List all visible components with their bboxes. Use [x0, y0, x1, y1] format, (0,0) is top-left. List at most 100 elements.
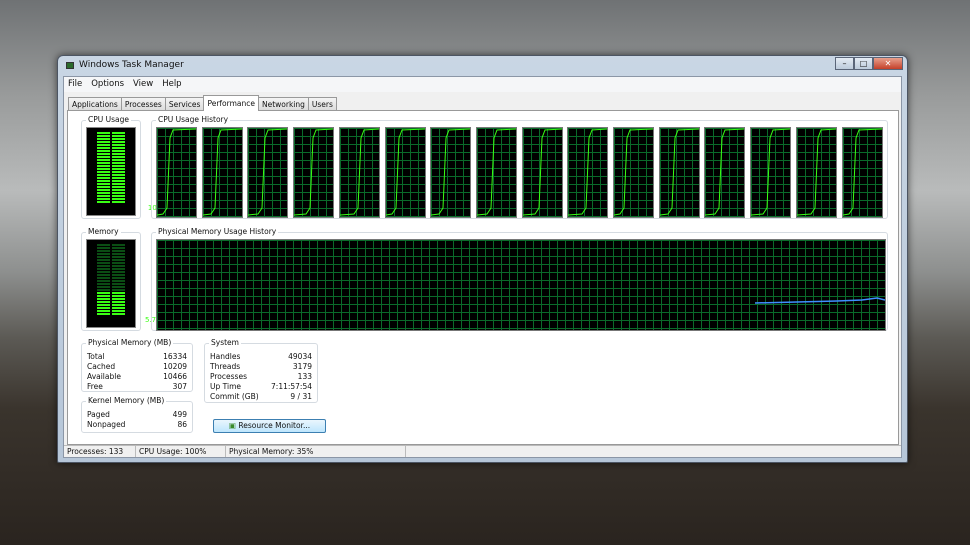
cpu-core-graph — [293, 127, 335, 218]
memory-group: Memory 5.73 GB — [81, 227, 173, 331]
physical-memory-value: 307 — [172, 382, 187, 391]
kernel-memory-row: Nonpaged 86 — [87, 420, 187, 430]
meter-segment — [97, 135, 110, 137]
tab-users[interactable]: Users — [307, 97, 337, 110]
meter-segment — [97, 186, 110, 188]
meter-segment — [97, 153, 110, 155]
cpu-core-line — [751, 128, 791, 216]
meter-segment — [112, 147, 125, 149]
task-manager-icon — [66, 61, 74, 69]
cpu-core-line — [476, 128, 516, 216]
meter-segment — [97, 183, 110, 185]
meter-segment — [112, 195, 125, 197]
cpu-core-graph — [338, 127, 380, 218]
tab-processes[interactable]: Processes — [120, 97, 166, 110]
minimize-button[interactable]: – — [835, 57, 854, 70]
meter-segment — [97, 132, 110, 134]
meter-segment — [112, 301, 125, 303]
meter-segment — [97, 150, 110, 152]
meter-segment — [97, 138, 110, 140]
meter-segment — [112, 286, 125, 288]
meter-segment — [112, 310, 125, 312]
meter-segment — [112, 198, 125, 200]
performance-panel: CPU Usage 100 % CPU Usage History Memory… — [67, 110, 899, 445]
resource-monitor-button[interactable]: ▣ Resource Monitor... — [213, 419, 326, 433]
memory-meter: 5.73 GB — [86, 239, 173, 328]
menu-bar: File Options View Help — [64, 77, 901, 92]
menu-file[interactable]: File — [68, 79, 83, 89]
meter-segment — [112, 153, 125, 155]
cpu-core-graph — [475, 127, 517, 218]
meter-segment — [112, 289, 125, 291]
meter-segment — [97, 295, 110, 297]
physical-memory-value: 10209 — [163, 362, 187, 371]
kernel-memory-value: 499 — [172, 410, 187, 419]
close-button[interactable]: ✕ — [873, 57, 903, 70]
menu-view[interactable]: View — [133, 79, 154, 89]
cpu-core-line — [202, 128, 242, 216]
physical-memory-row: Free 307 — [87, 382, 187, 392]
meter-segment — [112, 274, 125, 276]
meter-segment — [112, 259, 125, 261]
menu-help[interactable]: Help — [162, 79, 182, 89]
meter-segment — [112, 295, 125, 297]
tab-services[interactable]: Services — [164, 97, 205, 110]
meter-segment — [112, 177, 125, 179]
meter-segment — [97, 313, 110, 315]
meter-segment — [97, 250, 110, 252]
cpu-history-label: CPU Usage History — [156, 115, 231, 124]
meter-segment — [97, 171, 110, 173]
tab-networking[interactable]: Networking — [257, 97, 309, 110]
cpu-core-line — [842, 128, 882, 216]
memory-history-line — [754, 297, 885, 304]
cpu-core-graph — [658, 127, 700, 218]
meter-segment — [97, 307, 110, 309]
meter-segment — [112, 271, 125, 273]
meter-segment — [112, 277, 125, 279]
meter-segment — [112, 162, 125, 164]
resource-monitor-icon: ▣ — [228, 421, 236, 430]
menu-options[interactable]: Options — [91, 79, 125, 89]
meter-segment — [97, 159, 110, 161]
meter-segment — [112, 298, 125, 300]
cpu-usage-group: CPU Usage 100 % — [81, 115, 170, 219]
cpu-core-graph — [841, 127, 883, 218]
physical-memory-row: Total 16334 — [87, 352, 187, 362]
meter-segment — [97, 247, 110, 249]
meter-segment — [112, 283, 125, 285]
meter-segment — [97, 201, 110, 203]
cpu-core-graph — [201, 127, 243, 218]
meter-segment — [97, 280, 110, 282]
meter-segment — [97, 177, 110, 179]
system-label: System — [209, 338, 241, 347]
resource-monitor-label: Resource Monitor... — [238, 421, 311, 430]
cpu-core-line — [522, 128, 562, 216]
meter-segment — [112, 280, 125, 282]
tab-performance[interactable]: Performance — [203, 95, 259, 111]
meter-segment — [112, 201, 125, 203]
kernel-memory-group: Kernel Memory (MB) Paged 499 Nonpaged 86 — [81, 396, 193, 433]
meter-segment — [97, 174, 110, 176]
cpu-core-line — [659, 128, 699, 216]
meter-segment — [97, 283, 110, 285]
cpu-history-group: CPU Usage History — [151, 115, 888, 219]
physical-memory-row: Available 10466 — [87, 372, 187, 382]
physical-memory-value: 10466 — [163, 372, 187, 381]
system-key: Commit (GB) — [210, 392, 259, 401]
meter-segment — [97, 286, 110, 288]
cpu-core-graph — [567, 127, 609, 218]
system-value: 7:11:57:54 — [271, 382, 312, 391]
window-title: Windows Task Manager — [79, 60, 184, 70]
meter-segment — [112, 256, 125, 258]
memory-label: Memory — [86, 227, 121, 236]
kernel-memory-label: Kernel Memory (MB) — [86, 396, 167, 405]
meter-segment — [97, 141, 110, 143]
maximize-button[interactable]: □ — [854, 57, 873, 70]
meter-segment — [112, 253, 125, 255]
meter-segment — [112, 244, 125, 246]
physical-memory-row: Cached 10209 — [87, 362, 187, 372]
tab-applications[interactable]: Applications — [68, 97, 122, 110]
meter-segment — [112, 268, 125, 270]
cpu-core-graph — [430, 127, 472, 218]
meter-segment — [97, 168, 110, 170]
